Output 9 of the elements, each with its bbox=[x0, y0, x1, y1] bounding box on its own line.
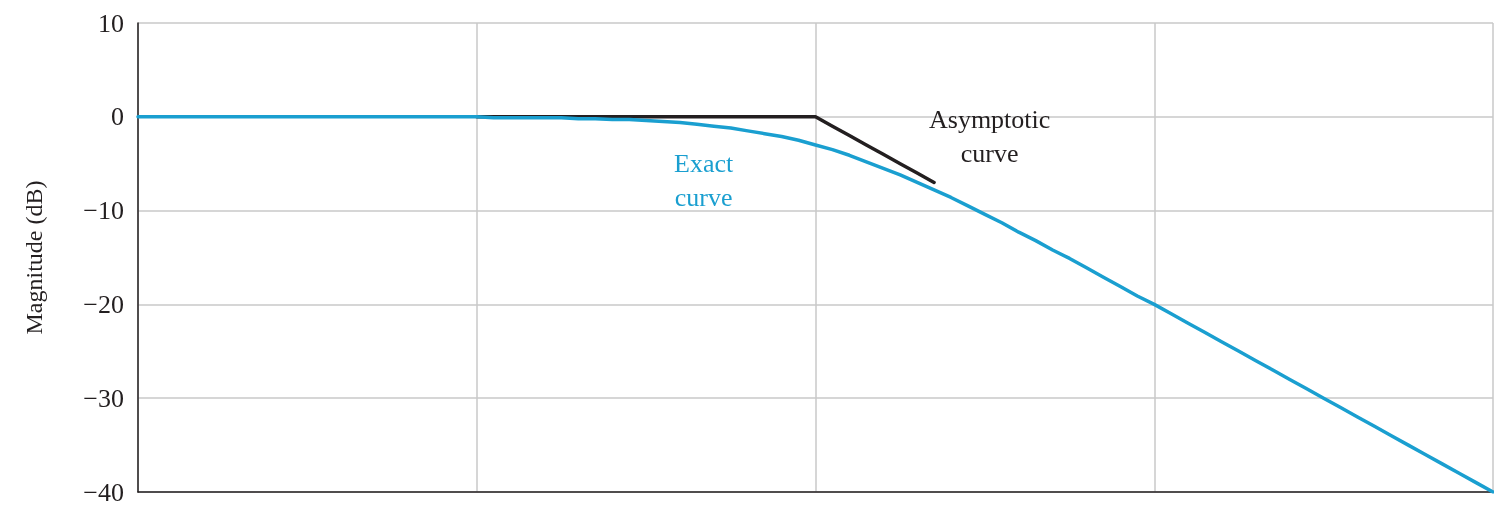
y-tick-label: −10 bbox=[83, 196, 124, 226]
y-axis-title: Magnitude (dB) bbox=[21, 180, 47, 335]
y-tick-label: −30 bbox=[83, 383, 124, 413]
y-tick-label: 0 bbox=[111, 102, 124, 132]
y-tick-label: 10 bbox=[98, 8, 124, 38]
annotation: Exact curve bbox=[674, 148, 734, 212]
annotation: Asymptotic curve bbox=[928, 104, 1051, 168]
y-tick-label: −40 bbox=[83, 477, 124, 507]
y-tick-label: −20 bbox=[83, 289, 124, 319]
